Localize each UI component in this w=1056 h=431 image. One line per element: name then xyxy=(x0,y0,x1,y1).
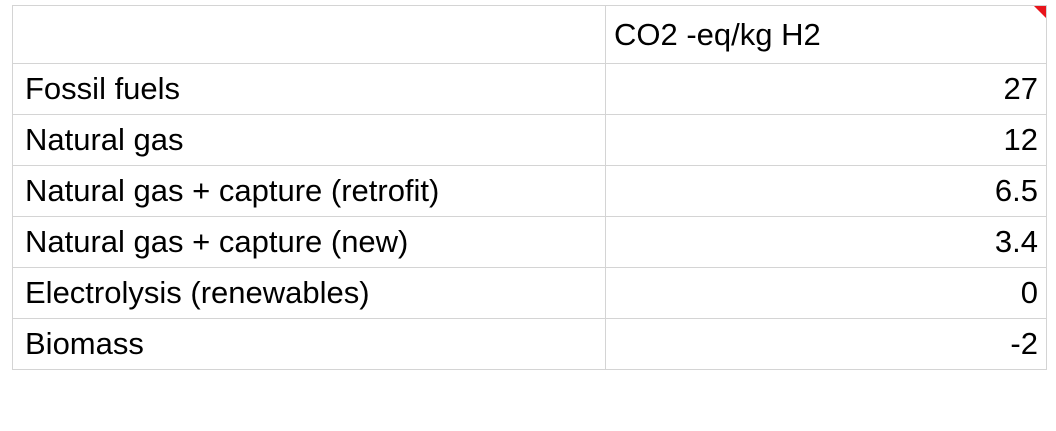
table-row: Natural gas 12 xyxy=(12,114,1047,166)
header-empty-cell[interactable] xyxy=(12,5,606,64)
table-row: Natural gas + capture (retrofit) 6.5 xyxy=(12,165,1047,217)
row-label-cell[interactable]: Electrolysis (renewables) xyxy=(12,267,606,319)
row-label-cell[interactable]: Biomass xyxy=(12,318,606,370)
table-row: Biomass -2 xyxy=(12,318,1047,370)
row-value-cell[interactable]: 3.4 xyxy=(605,216,1047,268)
header-row: CO2 -eq/kg H2 xyxy=(12,5,1047,64)
row-value-cell[interactable]: 12 xyxy=(605,114,1047,166)
row-value-cell[interactable]: 6.5 xyxy=(605,165,1047,217)
spreadsheet-table: CO2 -eq/kg H2 Fossil fuels 27 Natural ga… xyxy=(12,5,1047,370)
row-label-cell[interactable]: Natural gas + capture (retrofit) xyxy=(12,165,606,217)
row-label-cell[interactable]: Natural gas xyxy=(12,114,606,166)
table-row: Electrolysis (renewables) 0 xyxy=(12,267,1047,319)
row-label-cell[interactable]: Natural gas + capture (new) xyxy=(12,216,606,268)
row-value-cell[interactable]: 27 xyxy=(605,63,1047,115)
comment-flag-icon[interactable] xyxy=(1034,6,1046,18)
header-cell-co2[interactable]: CO2 -eq/kg H2 xyxy=(605,5,1047,64)
table-row: Fossil fuels 27 xyxy=(12,63,1047,115)
row-value-cell[interactable]: -2 xyxy=(605,318,1047,370)
table-row: Natural gas + capture (new) 3.4 xyxy=(12,216,1047,268)
row-value-cell[interactable]: 0 xyxy=(605,267,1047,319)
header-label: CO2 -eq/kg H2 xyxy=(614,16,821,52)
row-label-cell[interactable]: Fossil fuels xyxy=(12,63,606,115)
